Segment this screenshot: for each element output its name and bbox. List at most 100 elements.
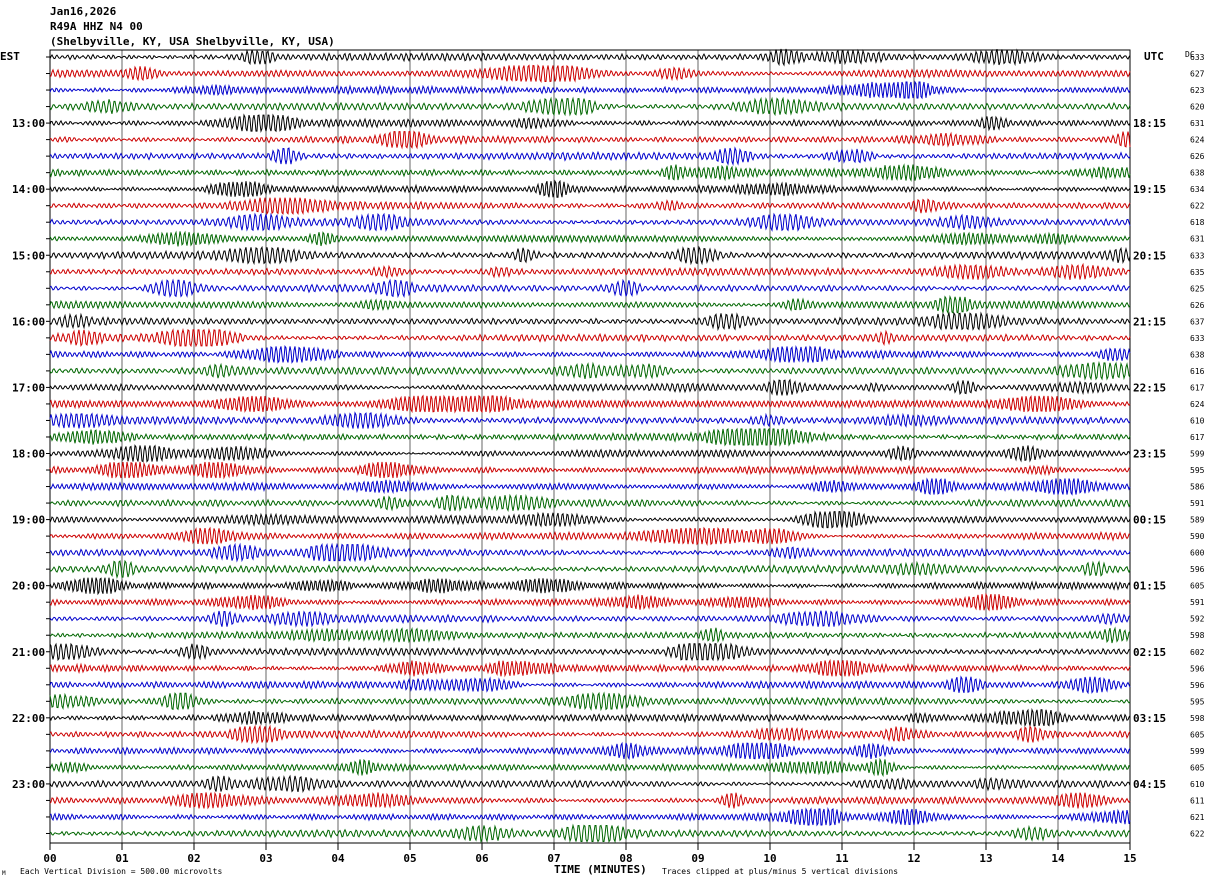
seismic-trace [49, 394, 1131, 414]
seismic-trace [49, 610, 1131, 628]
dc-offset-label: 622 [1190, 202, 1205, 211]
dc-offset-label: 624 [1190, 136, 1205, 145]
left-hour-label: 15:00 [12, 249, 45, 262]
x-tick-label: 05 [403, 852, 416, 865]
left-hour-label: 17:00 [12, 381, 45, 394]
seismic-trace [49, 510, 1131, 529]
seismic-trace [49, 230, 1131, 247]
dc-offset-label: 638 [1190, 350, 1205, 359]
x-tick-label: 00 [43, 852, 56, 865]
dc-offset-label: 635 [1190, 268, 1205, 277]
seismic-trace [49, 791, 1131, 810]
seismic-trace [49, 774, 1131, 793]
clip-note: Traces clipped at plus/minus 5 vertical … [662, 867, 899, 876]
x-tick-label: 06 [475, 852, 489, 865]
x-tick-label: 13 [979, 852, 992, 865]
seismic-trace [49, 642, 1131, 662]
dc-offset-label: 633 [1190, 53, 1205, 62]
left-hour-label: 14:00 [12, 183, 45, 196]
dc-offset-label: 591 [1190, 499, 1205, 508]
seismic-trace [49, 741, 1131, 761]
dc-offset-label: 625 [1190, 284, 1205, 293]
seismic-trace [49, 577, 1131, 596]
seismic-trace [49, 179, 1131, 198]
seismic-trace [49, 757, 1131, 777]
header-date: Jan16,2026 [50, 5, 117, 18]
seismic-trace [49, 477, 1131, 496]
dc-offset-label: 596 [1190, 681, 1205, 690]
dc-offset-label: 626 [1190, 152, 1205, 161]
dc-offset-label: 623 [1190, 86, 1205, 95]
right-hour-label: 03:15 [1133, 712, 1166, 725]
dc-offset-label: 591 [1190, 598, 1205, 607]
seismic-trace [49, 64, 1131, 83]
seismic-trace [49, 130, 1131, 150]
dc-offset-label: 610 [1190, 780, 1205, 789]
x-tick-label: 03 [259, 852, 272, 865]
seismic-trace [49, 163, 1131, 182]
x-tick-label: 04 [331, 852, 345, 865]
right-hour-label: 21:15 [1133, 315, 1166, 328]
seismic-trace [49, 526, 1131, 546]
right-hour-label: 23:15 [1133, 448, 1166, 461]
x-tick-label: 01 [115, 852, 129, 865]
seismic-trace [49, 245, 1131, 266]
seismic-trace [49, 675, 1131, 695]
dc-offset-label: 595 [1190, 466, 1205, 475]
dc-offset-label: 620 [1190, 103, 1205, 112]
x-tick-label: 12 [907, 852, 920, 865]
left-hour-label: 22:00 [12, 712, 45, 725]
seismic-trace [49, 592, 1131, 612]
seismic-trace [49, 278, 1130, 299]
dc-offset-label: 617 [1190, 383, 1205, 392]
x-tick-label: 11 [835, 852, 849, 865]
dc-offset-label: 633 [1190, 251, 1205, 260]
left-hour-label: 21:00 [12, 646, 45, 659]
seismic-trace [49, 461, 1131, 480]
dc-offset-label: 596 [1190, 565, 1205, 574]
dc-label: DC [1185, 50, 1195, 59]
seismic-trace [49, 328, 1131, 348]
seismic-trace [49, 48, 1131, 67]
right-hour-label: 01:15 [1133, 580, 1166, 593]
seismic-trace [49, 493, 1131, 513]
seismic-trace [49, 345, 1131, 364]
scale-note: Each Vertical Division = 500.00 microvol… [20, 867, 223, 876]
seismic-trace [49, 80, 1131, 100]
dc-offset-label: 605 [1190, 582, 1205, 591]
dc-offset-label: 638 [1190, 169, 1205, 178]
left-zone-label: EST [0, 50, 20, 63]
dc-offset-label: 598 [1190, 631, 1205, 640]
dc-offset-label: 590 [1190, 532, 1205, 541]
seismic-trace [49, 707, 1131, 728]
right-zone-label: UTC [1144, 50, 1164, 63]
dc-offset-label: 586 [1190, 483, 1205, 492]
right-hour-label: 18:15 [1133, 117, 1166, 130]
dc-offset-label: 616 [1190, 367, 1205, 376]
dc-offset-label: 592 [1190, 615, 1205, 624]
dc-offset-label: 626 [1190, 301, 1205, 310]
seismic-trace [49, 807, 1131, 827]
dc-offset-label: 624 [1190, 400, 1205, 409]
dc-offset-label: 595 [1190, 697, 1205, 706]
seismic-trace [49, 146, 1131, 167]
dc-offset-label: 631 [1190, 235, 1205, 244]
seismic-trace [49, 212, 1131, 233]
header-station: R49A HHZ N4 00 [50, 20, 143, 33]
dc-offset-label: 605 [1190, 730, 1205, 739]
dc-offset-label: 617 [1190, 433, 1205, 442]
dc-offset-label: 621 [1190, 813, 1205, 822]
seismic-trace [49, 427, 1131, 447]
dc-offset-label: 599 [1190, 450, 1205, 459]
left-hour-label: 19:00 [12, 514, 45, 527]
dc-offset-label: 605 [1190, 763, 1205, 772]
left-hour-label: 18:00 [12, 448, 45, 461]
right-hour-label: 04:15 [1133, 778, 1166, 791]
seismic-trace [49, 197, 1131, 216]
right-hour-label: 02:15 [1133, 646, 1166, 659]
x-tick-label: 07 [547, 852, 560, 865]
seismic-trace [49, 294, 1131, 315]
right-hour-label: 00:15 [1133, 514, 1166, 527]
x-tick-label: 09 [691, 852, 704, 865]
